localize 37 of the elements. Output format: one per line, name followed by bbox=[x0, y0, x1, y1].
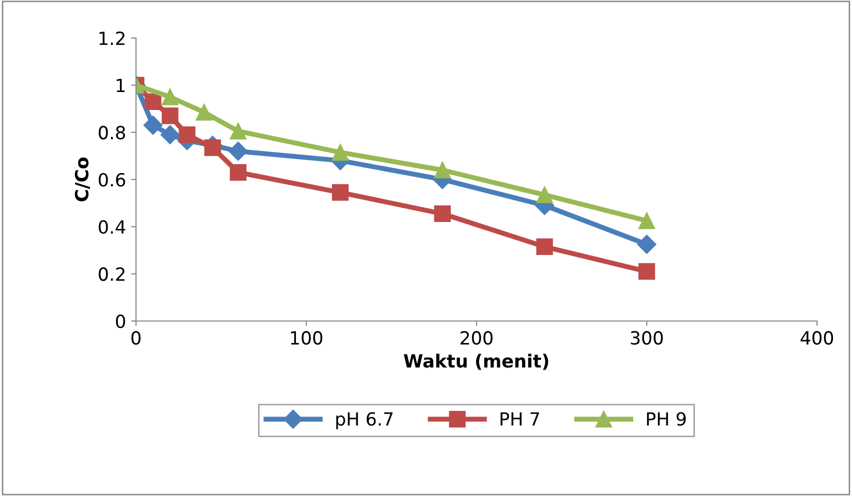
y-tick-label: 0.8 bbox=[98, 126, 126, 140]
point bbox=[332, 144, 349, 161]
point bbox=[196, 104, 212, 121]
legend-label: pH 6.7 bbox=[336, 412, 393, 430]
point bbox=[536, 238, 553, 256]
point bbox=[434, 162, 451, 178]
y-tick-label: 0.6 bbox=[98, 172, 126, 187]
point bbox=[144, 93, 162, 110]
point bbox=[638, 212, 656, 230]
y-tick-label: 0.2 bbox=[98, 267, 124, 281]
point bbox=[162, 107, 178, 124]
x-tick-label: 100 bbox=[291, 331, 322, 345]
point bbox=[638, 263, 656, 280]
point bbox=[204, 139, 221, 156]
point bbox=[637, 234, 656, 254]
x-tick-label: 200 bbox=[460, 331, 493, 345]
point bbox=[178, 126, 196, 144]
point bbox=[230, 122, 246, 140]
point bbox=[434, 205, 451, 222]
y-tick-label: 1 bbox=[116, 78, 125, 92]
y-tick-label: 0.4 bbox=[98, 220, 126, 234]
legend-label: PH 7 bbox=[500, 412, 540, 426]
point bbox=[536, 186, 553, 204]
point bbox=[160, 125, 180, 144]
x-tick-label: 400 bbox=[800, 331, 834, 345]
x-tick-label: 0 bbox=[131, 331, 141, 345]
y-tick-label: 1.2 bbox=[100, 31, 124, 45]
point bbox=[332, 184, 349, 201]
x-tick-label: 300 bbox=[630, 331, 663, 345]
point bbox=[230, 164, 246, 181]
point bbox=[228, 142, 248, 161]
x-axis-title: Waktu (menit) bbox=[404, 354, 548, 370]
point bbox=[143, 116, 163, 135]
point bbox=[162, 88, 178, 106]
y-axis-title: C/Co bbox=[74, 158, 90, 202]
legend-label: PH 9 bbox=[647, 412, 686, 426]
y-tick-label: 0 bbox=[116, 314, 126, 328]
